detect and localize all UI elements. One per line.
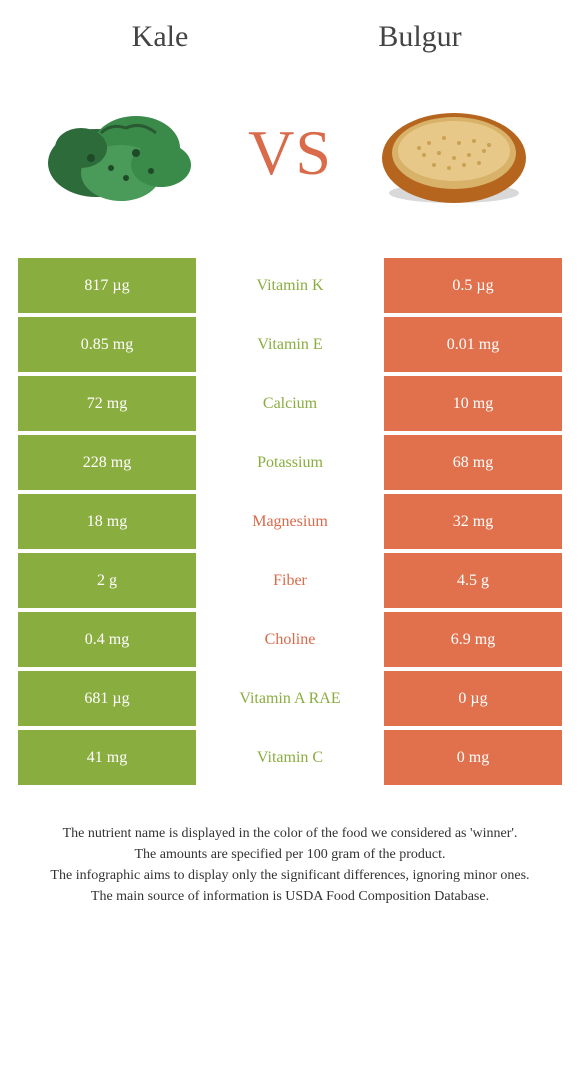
left-value: 817 µg bbox=[18, 258, 196, 313]
left-value: 41 mg bbox=[18, 730, 196, 785]
right-value: 0 mg bbox=[384, 730, 562, 785]
titles-row: Kale Bulgur bbox=[0, 0, 580, 64]
kale-icon bbox=[41, 93, 211, 213]
nutrient-name: Magnesium bbox=[196, 494, 384, 549]
nutrient-row: 18 mgMagnesium32 mg bbox=[18, 494, 562, 549]
right-value: 0.5 µg bbox=[384, 258, 562, 313]
left-value: 0.85 mg bbox=[18, 317, 196, 372]
footnote-line: The infographic aims to display only the… bbox=[18, 867, 562, 886]
nutrient-row: 0.85 mgVitamin E0.01 mg bbox=[18, 317, 562, 372]
right-value: 4.5 g bbox=[384, 553, 562, 608]
nutrient-row: 681 µgVitamin A RAE0 µg bbox=[18, 671, 562, 726]
left-value: 681 µg bbox=[18, 671, 196, 726]
nutrient-row: 2 gFiber4.5 g bbox=[18, 553, 562, 608]
nutrient-name: Vitamin A RAE bbox=[196, 671, 384, 726]
nutrient-name: Vitamin E bbox=[196, 317, 384, 372]
nutrient-name: Fiber bbox=[196, 553, 384, 608]
footnote-line: The amounts are specified per 100 gram o… bbox=[18, 846, 562, 865]
right-food-title: Bulgur bbox=[290, 20, 550, 54]
nutrient-name: Choline bbox=[196, 612, 384, 667]
nutrient-row: 228 mgPotassium68 mg bbox=[18, 435, 562, 490]
right-value: 6.9 mg bbox=[384, 612, 562, 667]
right-value: 0 µg bbox=[384, 671, 562, 726]
left-food-title: Kale bbox=[30, 20, 290, 54]
right-value: 32 mg bbox=[384, 494, 562, 549]
nutrient-row: 0.4 mgCholine6.9 mg bbox=[18, 612, 562, 667]
bulgur-icon bbox=[369, 93, 539, 213]
footnotes: The nutrient name is displayed in the co… bbox=[0, 789, 580, 907]
nutrient-name: Potassium bbox=[196, 435, 384, 490]
right-value: 68 mg bbox=[384, 435, 562, 490]
hero-row: VS bbox=[0, 64, 580, 258]
footnote-line: The nutrient name is displayed in the co… bbox=[18, 825, 562, 844]
right-value: 0.01 mg bbox=[384, 317, 562, 372]
right-value: 10 mg bbox=[384, 376, 562, 431]
left-value: 0.4 mg bbox=[18, 612, 196, 667]
nutrient-name: Calcium bbox=[196, 376, 384, 431]
vs-label: VS bbox=[248, 116, 332, 190]
nutrient-name: Vitamin K bbox=[196, 258, 384, 313]
left-value: 228 mg bbox=[18, 435, 196, 490]
left-value: 2 g bbox=[18, 553, 196, 608]
nutrient-row: 817 µgVitamin K0.5 µg bbox=[18, 258, 562, 313]
bulgur-image bbox=[364, 88, 544, 218]
footnote-line: The main source of information is USDA F… bbox=[18, 888, 562, 907]
left-value: 72 mg bbox=[18, 376, 196, 431]
kale-image bbox=[36, 88, 216, 218]
nutrient-name: Vitamin C bbox=[196, 730, 384, 785]
nutrient-table: 817 µgVitamin K0.5 µg0.85 mgVitamin E0.0… bbox=[0, 258, 580, 785]
nutrient-row: 41 mgVitamin C0 mg bbox=[18, 730, 562, 785]
left-value: 18 mg bbox=[18, 494, 196, 549]
nutrient-row: 72 mgCalcium10 mg bbox=[18, 376, 562, 431]
